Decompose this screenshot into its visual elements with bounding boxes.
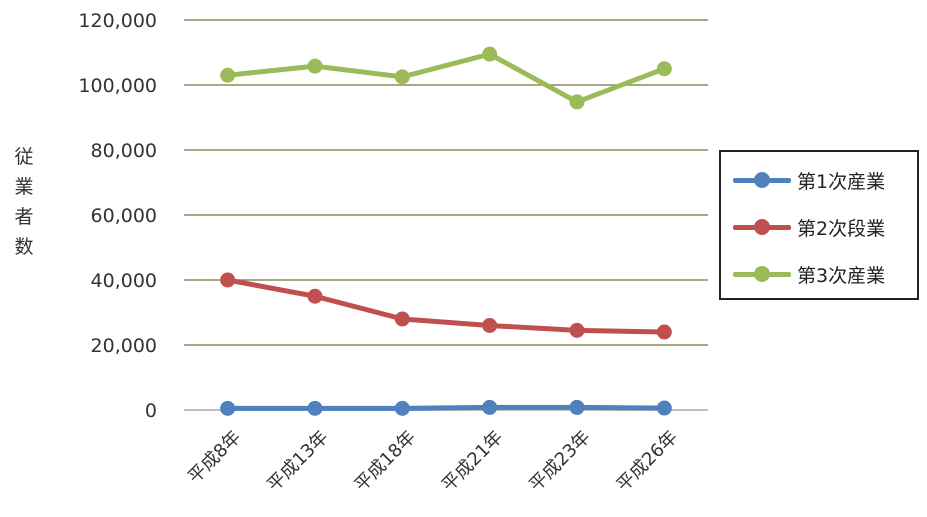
legend-label: 第1次産業	[797, 170, 886, 193]
data-point-series-1	[656, 400, 672, 416]
data-point-series-1	[394, 400, 410, 416]
data-point-series-3	[482, 46, 498, 62]
y-tick-label: 0	[145, 400, 157, 422]
x-tick-label: 平成21年	[438, 427, 507, 496]
data-point-series-1	[307, 400, 323, 416]
data-point-series-2	[482, 318, 498, 333]
x-tick-label: 平成23年	[525, 427, 594, 496]
series-lines	[220, 46, 672, 416]
legend: 第1次産業 第2次段業 第3次産業	[719, 150, 919, 300]
y-tick-label: 20,000	[91, 335, 157, 357]
data-point-series-2	[307, 288, 323, 304]
y-tick-label: 40,000	[91, 270, 157, 292]
y-tick-label: 100,000	[78, 75, 157, 97]
legend-item-series-2: 第2次段業	[731, 212, 885, 242]
legend-item-series-1: 第1次産業	[731, 165, 885, 195]
data-point-series-3	[394, 69, 410, 85]
series-line-3	[225, 51, 667, 105]
data-point-series-3	[220, 67, 236, 83]
data-point-series-3	[307, 58, 323, 74]
legend-label: 第2次段業	[797, 217, 886, 240]
legend-swatch-series-2	[731, 212, 793, 242]
gridlines	[184, 19, 708, 411]
legend-swatch-series-3	[731, 259, 793, 289]
series-line-1	[225, 404, 667, 411]
y-tick-label: 120,000	[78, 10, 157, 32]
data-point-series-3	[569, 94, 585, 110]
data-point-series-2	[394, 311, 410, 327]
data-point-series-1	[569, 399, 585, 415]
y-tick-labels: 0 20,000 40,000 60,000 80,000 100,000 120,000	[78, 10, 157, 422]
y-axis-title-char: 従	[14, 146, 34, 168]
data-point-series-3	[656, 61, 672, 77]
data-point-series-2	[569, 322, 585, 338]
legend-swatch-series-1	[731, 165, 793, 195]
data-point-series-2	[656, 324, 672, 340]
x-tick-label: 平成8年	[184, 427, 245, 488]
x-tick-label: 平成18年	[351, 427, 420, 496]
legend-label: 第3次産業	[797, 264, 886, 287]
x-tick-labels: 平成8年 平成13年 平成18年 平成21年 平成23年 平成26年	[184, 427, 682, 496]
legend-item-series-3: 第3次産業	[731, 259, 885, 289]
y-axis-title-char: 者	[14, 206, 34, 228]
y-axis-title: 従 業 者 数	[10, 142, 38, 262]
x-tick-label: 平成26年	[613, 427, 682, 496]
x-tick-label: 平成13年	[263, 427, 332, 496]
y-axis-title-char: 業	[14, 176, 34, 198]
data-point-series-1	[482, 399, 498, 415]
data-point-series-1	[220, 400, 236, 416]
y-tick-label: 60,000	[91, 205, 157, 227]
data-point-series-2	[220, 272, 236, 288]
y-axis-title-char: 数	[14, 236, 34, 258]
series-line-2	[225, 277, 667, 335]
y-tick-label: 80,000	[91, 140, 157, 162]
